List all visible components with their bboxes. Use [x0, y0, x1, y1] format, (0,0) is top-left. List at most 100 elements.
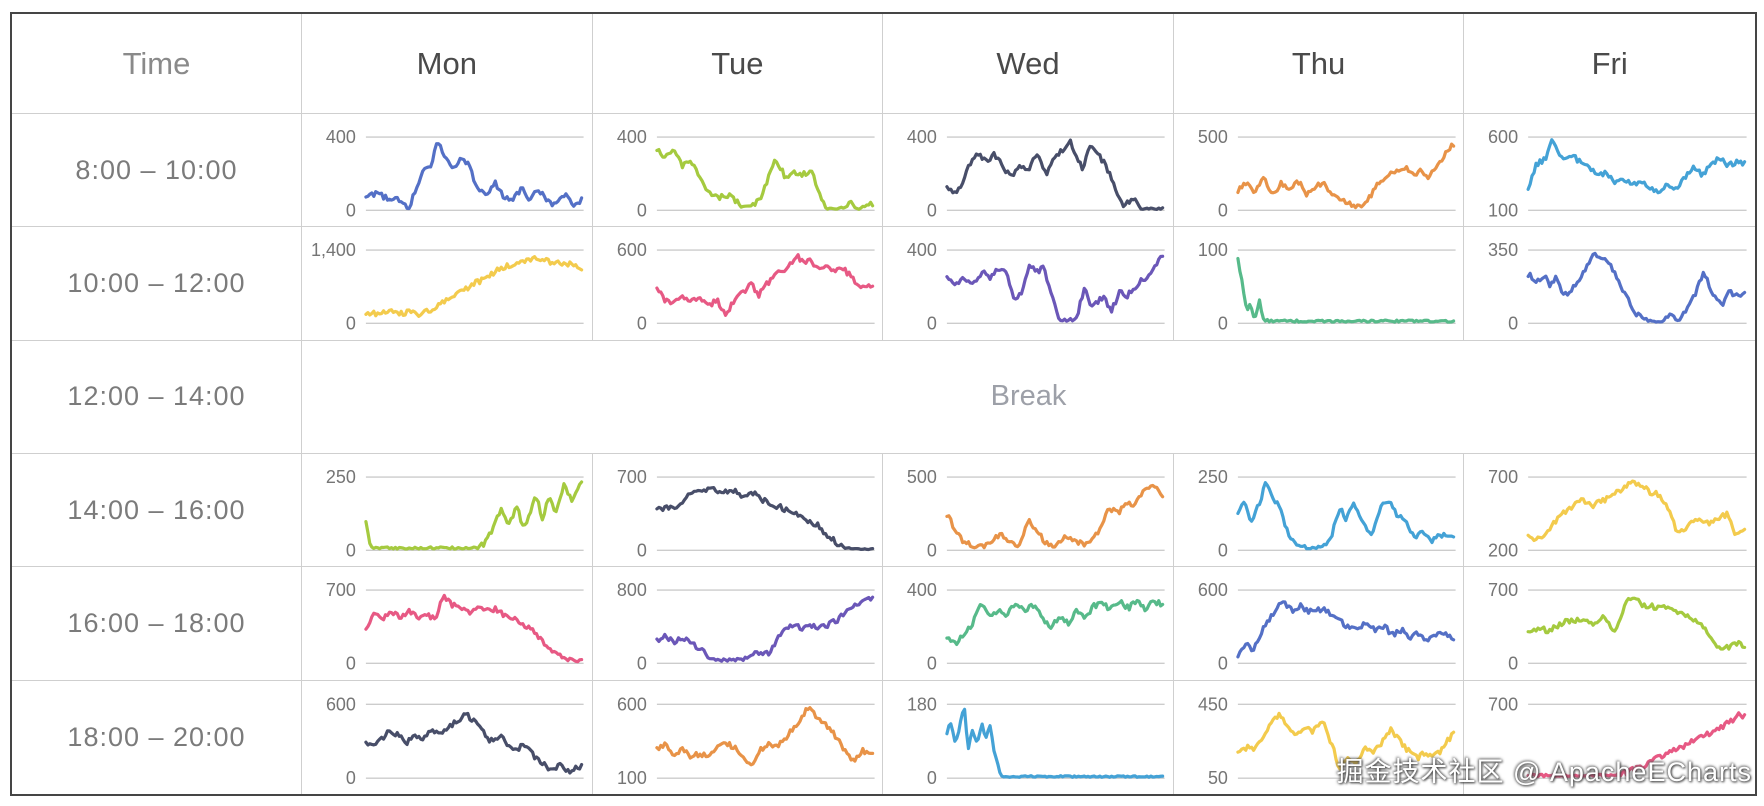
- y-axis-label: 50: [1208, 768, 1228, 788]
- sparkline-series: [654, 485, 874, 552]
- time-header-label: Time: [122, 45, 191, 81]
- y-axis-label: 400: [617, 127, 647, 147]
- sparkline-series: [654, 705, 874, 767]
- sparkline-series: [945, 483, 1165, 550]
- y-axis-label: 600: [1488, 127, 1518, 147]
- y-axis-label: 0: [927, 654, 937, 674]
- day-header-label: Thu: [1291, 45, 1346, 81]
- schedule-table: Time Mon Tue Wed Thu Fri 8:00 – 10:00 400…: [10, 12, 1757, 796]
- chart-cell-tue-2: 600 0: [592, 227, 884, 341]
- y-axis-label: 0: [927, 314, 937, 334]
- sparkline-series: [364, 142, 584, 211]
- y-axis-label: 0: [346, 654, 356, 674]
- chart-cell-tue-6: 600 100: [593, 680, 884, 794]
- chart-cell-wed-2: 400 0: [883, 227, 1174, 341]
- y-axis-label: 600: [1198, 580, 1228, 600]
- y-axis-label: 250: [1198, 467, 1228, 487]
- sparkline-series: [1526, 138, 1747, 195]
- header-cell-mon: Mon: [302, 14, 593, 114]
- chart-cell-mon-1: 400 0: [302, 114, 593, 228]
- sparkline-series: [1526, 252, 1747, 324]
- sparkline-chart: 700 0: [617, 467, 875, 560]
- sparkline-series: [1526, 479, 1747, 543]
- chart-cell-fri-1: 600 100: [1464, 114, 1755, 228]
- sparkline-chart: 600 100: [617, 694, 875, 788]
- y-axis-label: 0: [346, 314, 356, 334]
- chart-cell-thu-1: 500 0: [1173, 114, 1465, 228]
- sparkline-series: [945, 138, 1165, 211]
- y-axis-label: 250: [326, 467, 356, 487]
- sparkline-series: [364, 255, 584, 319]
- y-axis-label: 100: [1488, 200, 1518, 220]
- y-axis-label: 700: [617, 467, 647, 487]
- sparkline-series: [364, 594, 584, 664]
- y-axis-label: 600: [326, 694, 356, 714]
- time-cell: 18:00 – 20:00: [12, 680, 302, 794]
- y-axis-label: 800: [617, 580, 647, 600]
- chart-cell-thu-2: 100 0: [1173, 227, 1465, 341]
- sparkline-series: [1526, 596, 1747, 651]
- y-axis-label: 0: [1218, 540, 1228, 560]
- header-cell-wed: Wed: [883, 14, 1174, 114]
- sparkline-chart: 350 0: [1488, 240, 1747, 334]
- header-cell-fri: Fri: [1464, 14, 1755, 114]
- y-axis-label: 0: [637, 314, 647, 334]
- sparkline-chart: 400 0: [907, 127, 1165, 220]
- chart-cell-tue-5: 800 0: [592, 567, 884, 681]
- header-cell-thu: Thu: [1173, 14, 1465, 114]
- sparkline-chart: 250 0: [326, 467, 584, 560]
- y-axis-label: 0: [1218, 200, 1228, 220]
- time-range-label: 14:00 – 16:00: [67, 494, 246, 525]
- chart-cell-fri-5: 700 0: [1464, 567, 1755, 681]
- sparkline-series: [945, 255, 1165, 324]
- break-label: Break: [990, 380, 1067, 413]
- y-axis-label: 500: [907, 467, 937, 487]
- sparkline-chart: 400 0: [326, 127, 584, 220]
- watermark: 掘金技术社区 @ ApacheECharts: [1336, 757, 1752, 787]
- y-axis-label: 0: [927, 200, 937, 220]
- day-header-label: Tue: [711, 45, 764, 81]
- sparkline-series: [654, 147, 874, 211]
- time-range-label: 10:00 – 12:00: [67, 267, 246, 298]
- y-axis-label: 180: [907, 694, 937, 714]
- sparkline-series: [364, 480, 584, 551]
- sparkline-chart: 400 0: [907, 580, 1165, 674]
- y-axis-label: 700: [326, 580, 356, 600]
- sparkline-series: [1236, 481, 1456, 551]
- sparkline-chart: 700 200: [1488, 467, 1747, 560]
- sparkline-chart: 500 0: [907, 467, 1165, 560]
- break-cell: Break: [302, 341, 1755, 454]
- y-axis-label: 700: [1488, 467, 1518, 487]
- sparkline-chart: 700 0: [1488, 580, 1747, 674]
- y-axis-label: 0: [346, 768, 356, 788]
- y-axis-label: 0: [1218, 314, 1228, 334]
- sparkline-chart: 500 0: [1198, 127, 1456, 220]
- sparkline-chart: 400 0: [617, 127, 875, 220]
- time-range-label: 16:00 – 18:00: [67, 607, 246, 638]
- sparkline-series: [1526, 710, 1747, 778]
- chart-cell-wed-5: 400 0: [883, 567, 1174, 681]
- sparkline-series: [1236, 711, 1456, 771]
- day-header-label: Fri: [1591, 45, 1628, 81]
- sparkline-chart: 700: [1488, 694, 1747, 779]
- sparkline-chart: 700 0: [326, 580, 584, 674]
- chart-cell-fri-6: 700: [1464, 681, 1755, 794]
- y-axis-label: 500: [1198, 127, 1228, 147]
- chart-cell-thu-6: 450 50: [1174, 680, 1465, 794]
- y-axis-label: 400: [326, 127, 356, 147]
- sparkline-series: [1236, 257, 1456, 325]
- y-axis-label: 0: [1508, 314, 1518, 334]
- y-axis-label: 700: [1488, 580, 1518, 600]
- time-range-label: 18:00 – 20:00: [67, 721, 246, 752]
- sparkline-series: [945, 599, 1165, 647]
- y-axis-label: 0: [637, 200, 647, 220]
- day-header-label: Mon: [416, 45, 477, 81]
- time-cell: 12:00 – 14:00: [12, 340, 302, 454]
- sparkline-chart: 600 0: [1198, 580, 1456, 674]
- sparkline-chart: 250 0: [1198, 467, 1456, 560]
- chart-cell-wed-6: 180 0: [883, 680, 1174, 794]
- chart-cell-mon-2: 1,400 0: [302, 227, 593, 341]
- header-cell-time: Time: [12, 14, 302, 114]
- y-axis-label: 0: [1508, 654, 1518, 674]
